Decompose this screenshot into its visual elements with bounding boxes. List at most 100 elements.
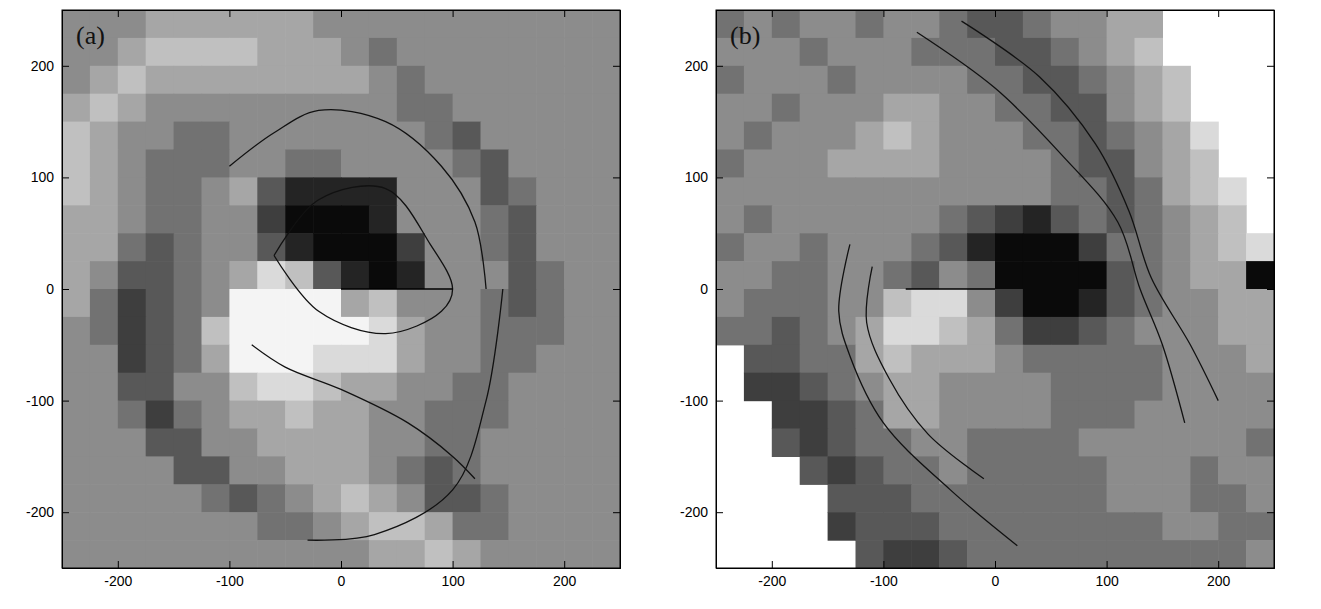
cell bbox=[369, 345, 398, 374]
cell bbox=[453, 122, 482, 151]
cell bbox=[1107, 456, 1136, 485]
cell bbox=[1107, 540, 1136, 568]
cell bbox=[592, 177, 620, 206]
cell bbox=[592, 94, 620, 123]
cell bbox=[1079, 205, 1108, 234]
cell bbox=[564, 540, 593, 568]
cell bbox=[883, 484, 912, 513]
cell bbox=[744, 373, 773, 402]
cell bbox=[174, 66, 203, 95]
cell bbox=[1023, 289, 1052, 318]
cell bbox=[1079, 38, 1108, 67]
cell bbox=[425, 10, 454, 39]
cell bbox=[453, 38, 482, 67]
cell bbox=[174, 373, 203, 402]
cell bbox=[911, 177, 940, 206]
cell bbox=[481, 122, 510, 151]
cell bbox=[967, 456, 996, 485]
cell bbox=[1107, 373, 1136, 402]
tick: -100 bbox=[216, 561, 244, 589]
cell bbox=[1162, 512, 1191, 541]
cell bbox=[341, 150, 370, 179]
cell bbox=[800, 289, 829, 318]
cell bbox=[202, 429, 231, 458]
cell bbox=[257, 233, 286, 262]
cell bbox=[508, 456, 537, 485]
cell bbox=[800, 345, 829, 374]
cell bbox=[1190, 261, 1219, 290]
cell bbox=[967, 540, 996, 568]
cell bbox=[397, 289, 426, 318]
tick-mark bbox=[1267, 512, 1274, 513]
tick-label: 0 bbox=[338, 573, 346, 589]
cell bbox=[911, 289, 940, 318]
cell bbox=[1162, 261, 1191, 290]
tick-mark bbox=[772, 10, 773, 17]
cell bbox=[453, 429, 482, 458]
cell bbox=[911, 150, 940, 179]
cell bbox=[202, 456, 231, 485]
cell bbox=[911, 401, 940, 430]
cell bbox=[146, 150, 175, 179]
cell bbox=[536, 456, 565, 485]
cell bbox=[1107, 401, 1136, 430]
tick bbox=[1218, 10, 1219, 17]
cell bbox=[174, 456, 203, 485]
cell bbox=[313, 317, 342, 346]
cell bbox=[257, 540, 286, 568]
cell bbox=[146, 233, 175, 262]
cell bbox=[828, 456, 857, 485]
contour bbox=[252, 345, 475, 479]
tick bbox=[613, 177, 620, 178]
cell bbox=[90, 401, 119, 430]
cell bbox=[118, 317, 147, 346]
cell bbox=[1162, 289, 1191, 318]
cell bbox=[202, 205, 231, 234]
cell bbox=[369, 429, 398, 458]
tick: 0 bbox=[992, 561, 1000, 589]
cell bbox=[90, 122, 119, 151]
tick: 100 bbox=[441, 561, 465, 589]
cell bbox=[828, 484, 857, 513]
cell bbox=[1023, 122, 1052, 151]
cell bbox=[481, 233, 510, 262]
tick: -200 bbox=[26, 504, 69, 520]
cell bbox=[341, 205, 370, 234]
tick: -200 bbox=[758, 561, 786, 589]
cell bbox=[453, 317, 482, 346]
cell bbox=[592, 289, 620, 318]
cell bbox=[772, 345, 801, 374]
cell bbox=[1246, 484, 1274, 513]
cell bbox=[146, 94, 175, 123]
cell bbox=[1051, 177, 1080, 206]
axis bbox=[717, 10, 1275, 17]
cell bbox=[229, 317, 258, 346]
cell bbox=[453, 512, 482, 541]
cell bbox=[369, 317, 398, 346]
cell bbox=[313, 38, 342, 67]
plot-area bbox=[716, 10, 1274, 568]
tick-mark bbox=[883, 10, 884, 17]
cell bbox=[536, 150, 565, 179]
cell bbox=[1051, 94, 1080, 123]
cell bbox=[1107, 150, 1136, 179]
cell bbox=[1051, 373, 1080, 402]
cell bbox=[146, 177, 175, 206]
cell bbox=[883, 177, 912, 206]
cell bbox=[1079, 512, 1108, 541]
contour bbox=[274, 186, 453, 334]
panel-label: (b) bbox=[730, 21, 760, 50]
cell bbox=[995, 345, 1024, 374]
cell bbox=[800, 94, 829, 123]
cell bbox=[118, 177, 147, 206]
cell bbox=[202, 540, 231, 568]
cell bbox=[369, 289, 398, 318]
cell bbox=[1051, 10, 1080, 39]
cell bbox=[313, 205, 342, 234]
cell bbox=[285, 429, 314, 458]
cell bbox=[592, 66, 620, 95]
cell bbox=[453, 289, 482, 318]
cell bbox=[856, 401, 885, 430]
tick bbox=[1267, 289, 1274, 290]
cell bbox=[536, 66, 565, 95]
